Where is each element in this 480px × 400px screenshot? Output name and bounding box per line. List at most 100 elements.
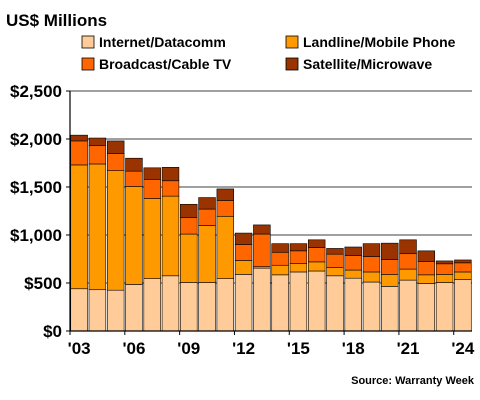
bar-2019-series-1 — [362, 271, 381, 283]
bar-2009-series-0 — [180, 282, 198, 332]
bar-2015-series-2 — [289, 250, 308, 264]
bar-2024-series-0 — [454, 279, 472, 332]
bar-2014-series-0 — [271, 274, 289, 332]
bar-2004-series-2 — [88, 145, 107, 165]
bar-2003-series-3 — [70, 134, 88, 142]
bar-2007-series-0 — [143, 278, 161, 332]
bar-2005-series-0 — [106, 289, 125, 332]
x-tick-label-1: '06 — [122, 339, 145, 358]
x-tick-label-0: '03 — [68, 339, 91, 358]
bar-2017-series-2 — [326, 253, 344, 268]
bar-2005-series-2 — [106, 153, 125, 171]
bar-2015-series-1 — [289, 263, 308, 273]
x-tick-label-2: '09 — [177, 339, 200, 358]
bar-2016-series-0 — [307, 270, 326, 332]
bar-2022-series-0 — [417, 283, 436, 332]
bar-2021-series-3 — [399, 239, 417, 255]
bar-2022-series-1 — [417, 274, 436, 284]
bar-2008-series-0 — [161, 275, 180, 332]
bar-2004-series-0 — [88, 289, 107, 332]
legend-swatch-1 — [285, 35, 299, 49]
bar-2006-series-0 — [125, 284, 143, 332]
x-tick-label-7: '24 — [451, 339, 474, 358]
bar-2017-series-0 — [326, 275, 344, 332]
bar-2011-series-2 — [216, 200, 235, 217]
legend: Internet/Datacomm Landline/Mobile Phone Br… — [81, 34, 456, 72]
bar-2016-series-1 — [307, 261, 326, 272]
bar-2012-series-1 — [234, 260, 253, 275]
y-tick-label-2: $1,000 — [10, 226, 62, 245]
bar-2006-series-3 — [125, 157, 143, 172]
bar-2003-series-0 — [70, 288, 88, 332]
bar-2022-series-3 — [417, 250, 436, 262]
bar-2022-series-2 — [417, 261, 436, 276]
bar-2021-series-0 — [399, 279, 417, 332]
bar-2007-series-2 — [143, 179, 161, 199]
legend-swatch-3 — [285, 57, 299, 71]
legend-label-1: Landline/Mobile Phone — [303, 34, 456, 50]
bar-2013-series-3 — [253, 224, 271, 235]
bar-2014-series-2 — [271, 251, 289, 266]
legend-label-3: Satellite/Microwave — [303, 56, 432, 72]
bar-2010-series-0 — [198, 282, 216, 332]
x-tick-label-6: '21 — [397, 339, 420, 358]
bar-2007-series-3 — [143, 167, 161, 180]
bar-2023-series-0 — [435, 282, 454, 332]
x-tick-label-4: '15 — [287, 339, 310, 358]
bar-2018-series-1 — [344, 269, 362, 279]
bar-2015-series-3 — [289, 243, 308, 252]
bar-2015-series-0 — [289, 271, 308, 332]
bar-2017-series-3 — [326, 248, 344, 255]
bar-2020-series-3 — [381, 242, 399, 260]
bar-2010-series-3 — [198, 197, 216, 210]
x-tick-label-3: '12 — [232, 339, 255, 358]
bar-2016-series-2 — [307, 247, 326, 263]
bar-2021-series-1 — [399, 268, 417, 281]
bar-2023-series-2 — [435, 263, 454, 275]
bar-2024-series-1 — [454, 271, 472, 280]
bar-2013-series-0 — [253, 267, 271, 332]
bars — [70, 134, 472, 332]
bar-2020-series-1 — [381, 274, 399, 287]
bar-2019-series-2 — [362, 256, 381, 273]
bar-2020-series-2 — [381, 259, 399, 275]
bar-2003-series-1 — [70, 164, 88, 290]
bar-2010-series-1 — [198, 225, 216, 283]
bar-2023-series-1 — [435, 274, 454, 283]
axes — [69, 91, 472, 332]
bar-2012-series-3 — [234, 232, 253, 245]
bar-2020-series-0 — [381, 286, 399, 332]
bar-2018-series-0 — [344, 277, 362, 332]
bar-2013-series-2 — [253, 233, 271, 267]
bar-2009-series-3 — [180, 203, 198, 219]
bar-2023-series-3 — [435, 260, 454, 265]
bar-2014-series-3 — [271, 243, 289, 253]
bar-2010-series-2 — [198, 208, 216, 226]
legend-label-2: Broadcast/Cable TV — [99, 56, 232, 72]
bar-2009-series-2 — [180, 217, 198, 235]
bar-2024-series-2 — [454, 262, 472, 273]
bar-2005-series-3 — [106, 140, 125, 154]
bar-2018-series-2 — [344, 255, 362, 271]
bar-2014-series-1 — [271, 264, 289, 276]
bar-2006-series-1 — [125, 186, 143, 285]
bar-2008-series-3 — [161, 167, 180, 182]
legend-label-0: Internet/Datacomm — [99, 34, 226, 50]
bar-2004-series-1 — [88, 163, 107, 291]
bar-2007-series-1 — [143, 198, 161, 279]
y-axis-tick-labels: $0 $500 $1,000 $1,500 $2,000 $2,500 — [10, 82, 70, 341]
y-tick-label-0: $0 — [43, 322, 62, 341]
bar-2005-series-1 — [106, 170, 125, 291]
bar-2021-series-2 — [399, 253, 417, 270]
bar-2016-series-3 — [307, 239, 326, 248]
bar-2017-series-1 — [326, 267, 344, 277]
bar-2008-series-2 — [161, 180, 180, 197]
y-tick-label-4: $2,000 — [10, 130, 62, 149]
bar-2011-series-1 — [216, 215, 235, 279]
bar-2019-series-0 — [362, 281, 381, 332]
bar-2008-series-1 — [161, 195, 180, 277]
x-axis-tick-labels: '03 '06 '09 '12 '15 '18 '21 '24 — [68, 331, 475, 358]
bar-2009-series-1 — [180, 233, 198, 283]
bar-2012-series-0 — [234, 274, 253, 332]
